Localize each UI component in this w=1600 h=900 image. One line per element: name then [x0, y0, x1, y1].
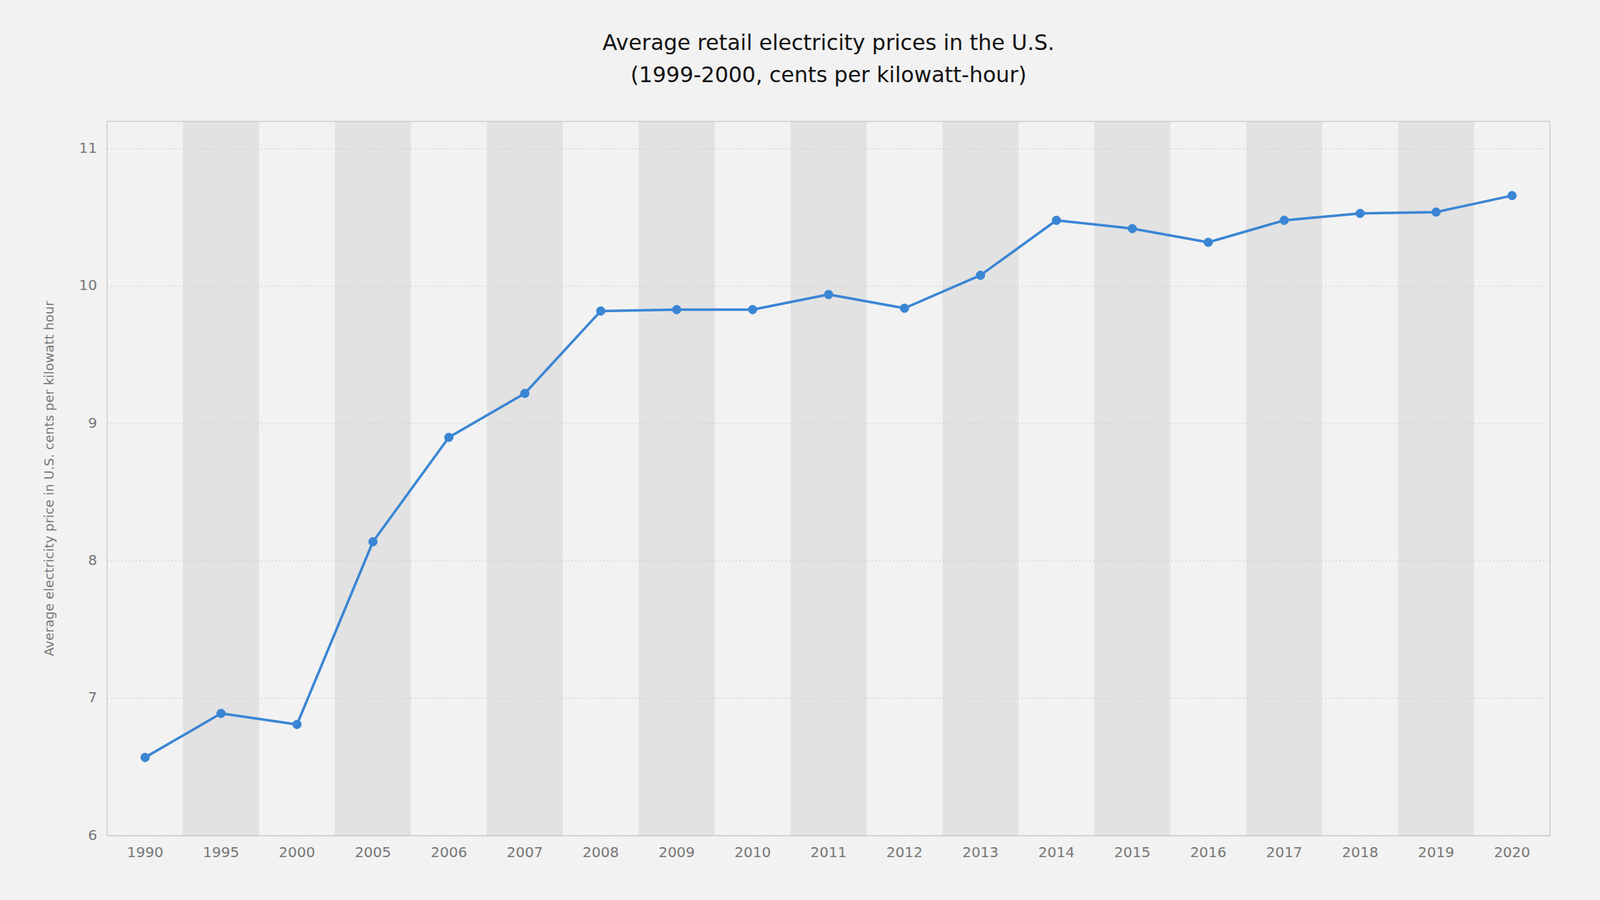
title: Average retail electricity prices in the…: [602, 30, 1055, 55]
x-tick-label: 2020: [1493, 843, 1530, 861]
x-tick-label: 1995: [202, 843, 240, 861]
grid-line: [107, 148, 1550, 150]
x-tick-label: 2014: [1037, 843, 1075, 861]
grid-line: [107, 285, 1550, 287]
x-tick-label: 2013: [962, 843, 999, 861]
stripe: [335, 121, 411, 836]
plot-frame: [107, 121, 1550, 836]
point[interactable]: [672, 305, 681, 314]
y-tick-label: 11: [79, 139, 98, 157]
x-tick-label: 1990: [127, 843, 164, 861]
x-tick-label: 2005: [355, 843, 392, 861]
stripe: [638, 121, 715, 836]
grid-line: [107, 423, 1550, 425]
x-tick-label: 2018: [1342, 843, 1379, 861]
x-tick-label: 2007: [506, 843, 543, 861]
x-tick-label: 2006: [430, 843, 468, 861]
point[interactable]: [140, 752, 150, 762]
stripe: [487, 121, 563, 836]
grid-line: [107, 697, 1550, 699]
point[interactable]: [1052, 215, 1061, 225]
point[interactable]: [444, 432, 453, 442]
x-tick-label: 2008: [582, 843, 620, 861]
point[interactable]: [1355, 209, 1365, 218]
x-tick-label: 2010: [734, 843, 771, 861]
y-tick-label: 6: [87, 826, 98, 844]
y-tick-label: 10: [79, 276, 98, 294]
point[interactable]: [216, 709, 225, 718]
x-tick-label: 2017: [1265, 843, 1303, 861]
point[interactable]: [1127, 224, 1137, 233]
stripes: [182, 121, 1474, 836]
y-grid: [107, 148, 1550, 836]
line: [145, 195, 1513, 758]
y-tick-label: 8: [87, 551, 98, 569]
chart-container: 6 7 8 9 10 11 1990 1995 2000 2005 2006 2007 2008 2009…: [0, 0, 1600, 900]
y-axis-label: Average electricity price in U.S. cents …: [41, 300, 57, 657]
x-tick-label: 2016: [1190, 843, 1227, 861]
point[interactable]: [1204, 237, 1213, 247]
x-tick-label: 2012: [886, 843, 923, 861]
point[interactable]: [596, 306, 605, 315]
point[interactable]: [1507, 191, 1517, 200]
chart: 6 7 8 9 10 11 1990 1995 2000 2005 2006 2007 2008 2009…: [0, 0, 1600, 900]
x-tick-label: 2000: [278, 843, 315, 861]
y-tick-label: 7: [87, 688, 98, 706]
point[interactable]: [976, 270, 985, 280]
x-tick-label: 2011: [810, 843, 848, 861]
point[interactable]: [368, 537, 378, 546]
stripe: [1397, 121, 1474, 836]
x-tick-label: 2009: [658, 843, 695, 861]
y-tick-label: 9: [87, 414, 98, 432]
x-tick-label: 2019: [1417, 843, 1455, 861]
subtitle: (1999-2000, cents per kilowatt-hour): [630, 62, 1028, 88]
point[interactable]: [520, 389, 530, 398]
stripe: [942, 121, 1018, 836]
point[interactable]: [292, 720, 302, 729]
data-layer: [140, 191, 1517, 763]
point[interactable]: [824, 290, 833, 299]
stripe: [1094, 121, 1170, 836]
x-tick-label: 2015: [1114, 843, 1151, 861]
point[interactable]: [900, 304, 909, 313]
point[interactable]: [1280, 215, 1289, 225]
grid-line: [107, 560, 1550, 562]
stripe: [790, 121, 867, 836]
point[interactable]: [1432, 207, 1441, 217]
point[interactable]: [748, 305, 758, 314]
background: [0, 0, 1600, 900]
